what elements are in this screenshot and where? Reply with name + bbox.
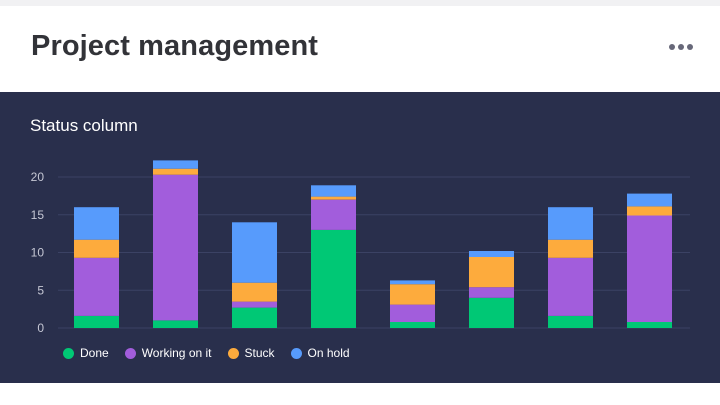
bar-segment-on-hold[interactable] <box>311 185 356 197</box>
bar-segment-on-hold[interactable] <box>74 207 119 240</box>
bar-segment-done[interactable] <box>469 297 514 328</box>
bar-segment-done[interactable] <box>627 322 672 328</box>
bar-segment-done[interactable] <box>232 307 277 328</box>
chart-legend: Done Working on it Stuck On hold <box>63 346 350 360</box>
y-tick-label: 0 <box>37 321 44 335</box>
bar-segment-working-on-it[interactable] <box>311 199 356 230</box>
bar-segment-on-hold[interactable] <box>153 160 198 169</box>
legend-dot-icon <box>290 347 302 359</box>
page-title: Project management <box>31 30 319 62</box>
bar-segment-done[interactable] <box>390 322 435 328</box>
legend-item-stuck[interactable]: Stuck <box>227 346 275 360</box>
bar-segment-done[interactable] <box>311 229 356 328</box>
bar-segment-stuck[interactable] <box>153 168 198 175</box>
bar-segment-working-on-it[interactable] <box>469 287 514 298</box>
bar-segment-done[interactable] <box>74 315 119 328</box>
bar-segment-working-on-it[interactable] <box>232 301 277 308</box>
top-strip <box>0 0 720 6</box>
legend-dot-icon <box>63 347 74 359</box>
bar-segment-stuck[interactable] <box>74 239 119 258</box>
bar-segment-on-hold[interactable] <box>627 193 672 207</box>
stacked-bar-chart: 0 5 10 15 20 <box>31 160 690 335</box>
bar-segment-on-hold[interactable] <box>548 207 593 240</box>
y-tick-label: 20 <box>31 170 45 184</box>
legend-label: Stuck <box>244 346 275 360</box>
legend-item-working-on-it[interactable]: Working on it <box>124 346 212 360</box>
more-horizontal-icon[interactable] <box>668 42 694 52</box>
legend-item-on-hold[interactable]: On hold <box>290 346 350 360</box>
legend-dot-icon <box>227 347 239 359</box>
y-tick-label: 15 <box>31 208 45 222</box>
legend-item-done[interactable]: Done <box>63 346 109 360</box>
bar-segment-stuck[interactable] <box>548 239 593 258</box>
y-tick-label: 5 <box>37 283 44 297</box>
bottom-strip <box>0 383 720 405</box>
widget-header: Project management <box>0 6 720 92</box>
bar-segment-working-on-it[interactable] <box>153 174 198 321</box>
chart-panel: Status column 0 5 10 15 20 Done Working on it… <box>0 92 720 383</box>
chart-title: Status column <box>30 116 138 135</box>
bar-segment-on-hold[interactable] <box>390 280 435 285</box>
bar-segment-working-on-it[interactable] <box>548 257 593 316</box>
bar-segment-done[interactable] <box>153 320 198 328</box>
legend-dot-icon <box>124 347 136 359</box>
bar-segment-working-on-it[interactable] <box>627 215 672 323</box>
bar-segment-stuck[interactable] <box>627 206 672 216</box>
legend-label: Working on it <box>141 346 212 360</box>
legend-label: On hold <box>307 346 350 360</box>
bar-segment-working-on-it[interactable] <box>74 257 119 316</box>
bar-segment-done[interactable] <box>548 315 593 328</box>
bar-segment-working-on-it[interactable] <box>390 304 435 322</box>
y-tick-label: 10 <box>31 246 45 260</box>
bar-segment-stuck[interactable] <box>311 196 356 200</box>
legend-label: Done <box>80 346 109 360</box>
bar-segment-stuck[interactable] <box>232 282 277 302</box>
bar-segment-stuck[interactable] <box>469 257 514 288</box>
bar-segment-on-hold[interactable] <box>232 222 277 283</box>
bar-segment-stuck[interactable] <box>390 284 435 305</box>
bar-segment-on-hold[interactable] <box>469 251 514 257</box>
